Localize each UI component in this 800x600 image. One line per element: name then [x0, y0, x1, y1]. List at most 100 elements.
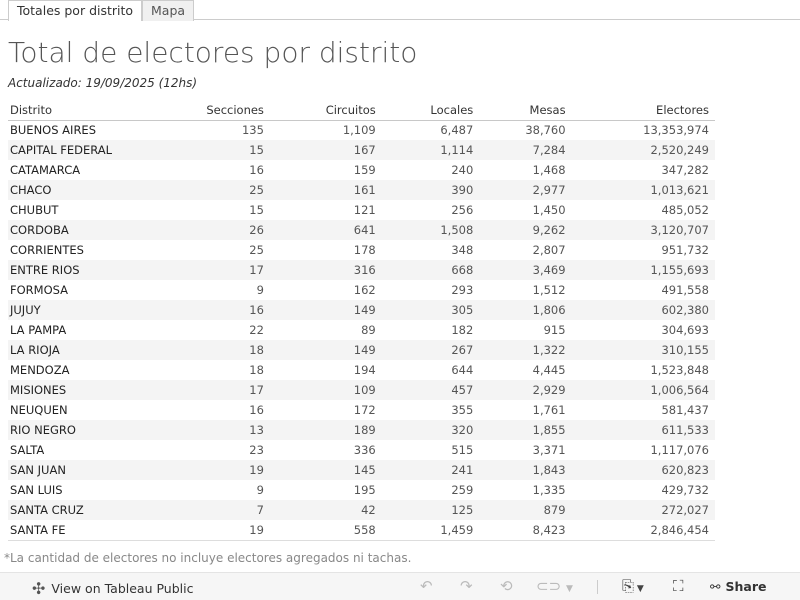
column-header-secciones[interactable]: Secciones — [143, 101, 270, 121]
cell-electores: 272,027 — [571, 500, 715, 520]
redo-icon[interactable]: ↷ — [460, 577, 473, 595]
cell-secciones: 13 — [143, 420, 270, 440]
cell-circuitos: 1,109 — [342, 123, 376, 138]
cell-electores: 304,693 — [661, 323, 709, 337]
table-row: FORMOSA 9 162 293 1,512 491,558 — [8, 280, 715, 300]
cell-secciones: 16 — [143, 300, 270, 320]
cell-distrito: SAN LUIS — [10, 483, 63, 497]
cell-distrito: MENDOZA — [10, 363, 70, 377]
cell-circuitos: 149 — [269, 300, 382, 320]
column-header-distrito[interactable]: Distrito — [8, 101, 143, 121]
cell-electores: 951,732 — [661, 243, 709, 257]
fullscreen-icon[interactable]: ⛶ — [673, 577, 684, 595]
tab-bar: Totales por distrito Mapa — [0, 0, 800, 21]
cell-distrito: CHACO — [8, 180, 143, 200]
cell-mesas: 1,450 — [532, 203, 566, 217]
cell-distrito: FORMOSA — [10, 283, 69, 297]
table-row: CATAMARCA 16 159 240 1,468 347,282 — [8, 160, 715, 180]
cell-electores: 602,380 — [571, 300, 715, 320]
cell-circuitos: 195 — [353, 483, 376, 497]
cell-distrito: CATAMARCA — [10, 163, 81, 177]
cell-electores: 2,520,249 — [571, 140, 715, 160]
cell-electores: 2,846,454 — [571, 520, 715, 541]
cell-mesas: 3,371 — [532, 443, 566, 457]
cell-circuitos: 558 — [269, 520, 382, 541]
cell-locales: 125 — [381, 500, 480, 520]
revert-icon[interactable]: ⟲ — [500, 577, 513, 595]
cell-electores: 1,155,693 — [571, 260, 715, 280]
cell-distrito: RIO NEGRO — [8, 420, 143, 440]
cell-distrito: MISIONES — [8, 380, 143, 400]
table-row: SANTA CRUZ 7 42 125 879 272,027 — [8, 500, 715, 520]
cell-secciones: 25 — [249, 243, 264, 257]
cell-locales: 320 — [381, 420, 480, 440]
table-row: MENDOZA 18 194 644 4,445 1,523,848 — [8, 360, 715, 380]
cell-secciones: 9 — [256, 283, 264, 297]
cell-mesas: 7,284 — [479, 140, 572, 160]
updated-subtitle: Actualizado: 19/09/2025 (12hs) — [8, 76, 198, 90]
share-button[interactable]: ⚯ Share — [710, 579, 766, 594]
share-icon: ⚯ — [710, 579, 721, 594]
download-icon[interactable]: ⎘ ▼ — [622, 577, 644, 595]
undo-icon[interactable]: ↶ — [420, 577, 433, 595]
cell-distrito: CHUBUT — [10, 203, 59, 217]
cell-circuitos: 145 — [269, 460, 382, 480]
cell-locales: 457 — [381, 380, 480, 400]
cell-electores: 581,437 — [661, 403, 709, 417]
cell-locales: 259 — [451, 483, 474, 497]
refresh-icon[interactable]: ⊂⊃ — [536, 577, 562, 595]
table-row: SALTA 23 336 515 3,371 1,117,076 — [8, 440, 715, 460]
cell-distrito: SANTA FE — [8, 520, 143, 541]
cell-mesas: 8,423 — [479, 520, 572, 541]
table-row: JUJUY 16 149 305 1,806 602,380 — [8, 300, 715, 320]
cell-mesas: 4,445 — [532, 363, 566, 377]
column-header-locales[interactable]: Locales — [381, 101, 480, 121]
cell-electores: 620,823 — [571, 460, 715, 480]
column-header-electores[interactable]: Electores — [571, 101, 715, 121]
table-row: SANTA FE 19 558 1,459 8,423 2,846,454 — [8, 520, 715, 541]
cell-locales: 515 — [451, 443, 474, 457]
cell-mesas: 2,929 — [479, 380, 572, 400]
cell-circuitos: 149 — [269, 340, 382, 360]
cell-distrito: LA PAMPA — [10, 323, 67, 337]
cell-mesas: 915 — [543, 323, 566, 337]
view-on-tableau-public-button[interactable]: ✣ View on Tableau Public — [32, 579, 193, 598]
page-title: Total de electores por distrito — [8, 36, 418, 69]
cell-locales: 1,114 — [381, 140, 480, 160]
cell-secciones: 22 — [249, 323, 264, 337]
cell-mesas: 9,262 — [479, 220, 572, 240]
cell-locales: 668 — [381, 260, 480, 280]
footnote: *La cantidad de electores no incluye ele… — [4, 551, 412, 565]
cell-secciones: 17 — [143, 380, 270, 400]
toolbar-divider — [597, 580, 598, 594]
cell-mesas: 1,806 — [479, 300, 572, 320]
cell-circuitos: 167 — [269, 140, 382, 160]
tab-mapa[interactable]: Mapa — [142, 0, 195, 21]
column-header-mesas[interactable]: Mesas — [479, 101, 572, 121]
cell-locales: 182 — [451, 323, 474, 337]
cell-secciones: 23 — [249, 443, 264, 457]
cell-electores: 491,558 — [661, 283, 709, 297]
cell-electores: 13,353,974 — [643, 123, 709, 138]
cell-circuitos: 189 — [269, 420, 382, 440]
table-row: ENTRE RIOS 17 316 668 3,469 1,155,693 — [8, 260, 715, 280]
cell-mesas: 879 — [479, 500, 572, 520]
table-row: LA PAMPA 22 89 182 915 304,693 — [8, 320, 715, 340]
cell-circuitos: 172 — [353, 403, 376, 417]
cell-secciones: 19 — [143, 520, 270, 541]
cell-locales: 256 — [451, 203, 474, 217]
cell-locales: 644 — [451, 363, 474, 377]
cell-secciones: 17 — [143, 260, 270, 280]
cell-electores: 1,117,076 — [650, 443, 709, 457]
refresh-dropdown-icon[interactable]: ▼ — [566, 584, 573, 594]
cell-secciones: 18 — [143, 340, 270, 360]
cell-secciones: 15 — [143, 140, 270, 160]
cell-circuitos: 161 — [269, 180, 382, 200]
column-header-circuitos[interactable]: Circuitos — [269, 101, 382, 121]
table-row: SAN LUIS 9 195 259 1,335 429,732 — [8, 480, 715, 500]
cell-circuitos: 121 — [353, 203, 376, 217]
cell-circuitos: 159 — [353, 163, 376, 177]
share-label: Share — [725, 579, 767, 594]
cell-secciones: 16 — [249, 403, 264, 417]
tab-totales-por-distrito[interactable]: Totales por distrito — [8, 0, 143, 21]
